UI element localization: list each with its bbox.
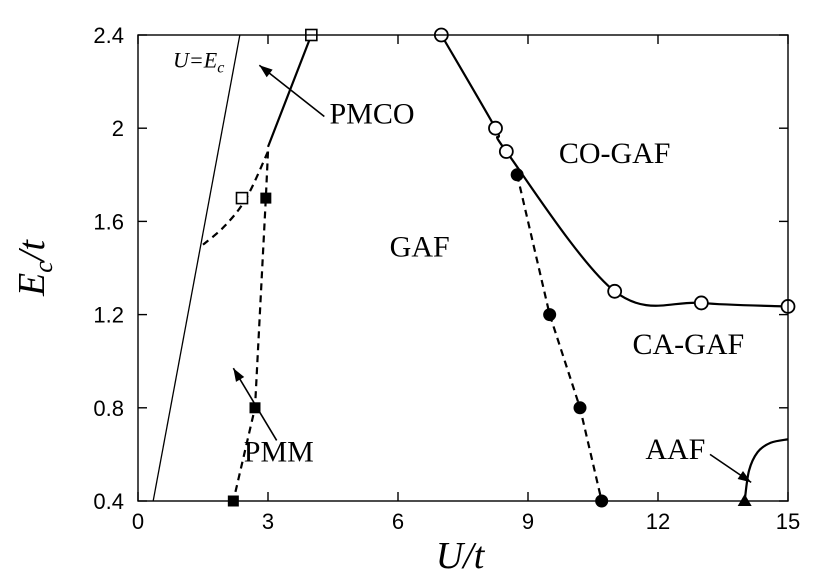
plot-frame [137,34,789,502]
data-point-open-circle [693,295,709,311]
x-tick-label: 3 [262,509,274,534]
region-label-pmm: PMM [244,435,314,468]
x-tick-label: 15 [776,509,800,534]
arrow-head-2 [737,470,752,483]
data-point-filled-circle [510,168,524,182]
plot-lines [152,34,789,502]
plot-border [137,34,789,502]
x-tick-label: 6 [392,509,404,534]
region-labels: GAF CO-GAF CA-GAF PMCO PMM AAF [244,98,744,469]
data-point-open-square [235,191,249,205]
series-line-dashed-curve [202,151,269,246]
arrow-head-1 [233,368,245,382]
arrow-head-0 [259,65,273,78]
y-tick-label: 1.2 [93,303,124,328]
y-tick-label: 2.4 [93,23,124,48]
data-point-open-circle [607,283,623,299]
data-point-open-circle [498,144,514,159]
data-point-filled-circle [543,308,557,322]
series-line-dashed-filled-circles [516,174,603,502]
region-label-pmco: PMCO [329,98,414,131]
region-label-gaf: GAF [390,230,450,263]
tick-labels: 0 3 6 9 12 15 0.4 0.8 1.2 1.6 2 2.4 [93,23,800,534]
data-point-filled-circle [573,401,587,415]
region-label-co-gaf: CO-GAF [559,137,671,170]
region-label-ca-gaf: CA-GAF [632,328,744,361]
series-line-aaf-boundary [743,438,789,502]
u-equals-ec-label: U=Ec [173,48,224,77]
series-line-dashed-filled-squares [232,151,270,502]
arrow-shaft-1 [232,367,278,441]
data-point-filled-triangle [737,494,752,506]
arrow-shaft-0 [258,64,325,118]
data-point-open-circle [488,120,503,136]
plot-arrows [232,64,752,484]
y-tick-label: 1.6 [93,209,124,234]
x-tick-label: 12 [646,509,670,534]
x-axis-title: U/t [436,535,486,577]
data-point-filled-square [260,192,272,204]
x-tick-label: 0 [132,509,144,534]
x-tick-label: 9 [522,509,534,534]
y-tick-label: 0.8 [93,396,124,421]
y-axis-title: Ec/t [11,239,58,297]
series-line-U-equals-Ec [152,34,241,502]
data-point-filled-square [249,402,261,414]
series-line-line-open-circles [440,34,789,308]
y-tick-label: 0.4 [93,489,124,514]
series-line-solid-open-squares [266,34,313,148]
y-tick-label: 2 [112,116,124,141]
region-label-aaf: AAF [645,433,705,466]
